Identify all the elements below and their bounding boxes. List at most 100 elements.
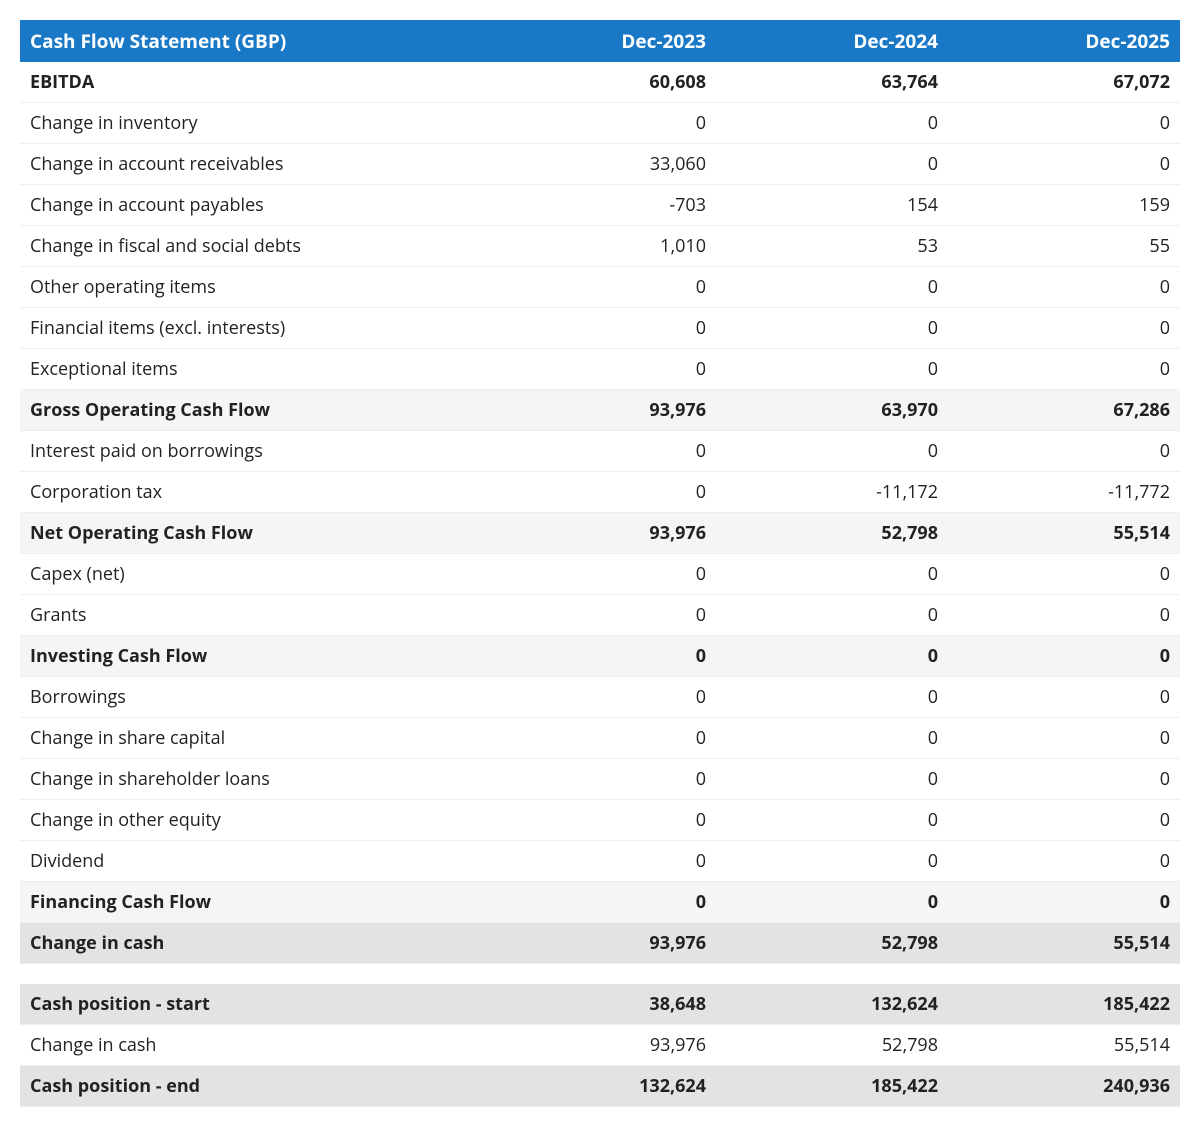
table-row: Borrowings000 [20, 677, 1180, 718]
row-label: Dividend [20, 841, 484, 882]
table-row: Change in account receivables33,06000 [20, 144, 1180, 185]
table-row: Net Operating Cash Flow93,97652,79855,51… [20, 513, 1180, 554]
table-row: Interest paid on borrowings000 [20, 431, 1180, 472]
row-value: -11,772 [948, 472, 1180, 513]
table-body: EBITDA60,60863,76467,072Change in invent… [20, 62, 1180, 1107]
row-value: 93,976 [484, 390, 716, 431]
table-row: Change in shareholder loans000 [20, 759, 1180, 800]
row-label: Change in other equity [20, 800, 484, 841]
table-row: Change in fiscal and social debts1,01053… [20, 226, 1180, 267]
table-row: Corporation tax0-11,172-11,772 [20, 472, 1180, 513]
row-value: 0 [484, 472, 716, 513]
row-label [20, 964, 484, 985]
row-value: 0 [948, 636, 1180, 677]
row-value: 0 [948, 800, 1180, 841]
table-row: Financing Cash Flow000 [20, 882, 1180, 923]
row-value: 0 [716, 554, 948, 595]
row-value: 38,648 [484, 984, 716, 1025]
row-value: 0 [716, 144, 948, 185]
row-value: 0 [716, 759, 948, 800]
table-row: Change in share capital000 [20, 718, 1180, 759]
row-value: 0 [716, 267, 948, 308]
row-label: Change in account payables [20, 185, 484, 226]
row-label: Investing Cash Flow [20, 636, 484, 677]
table-row: Cash position - start38,648132,624185,42… [20, 984, 1180, 1025]
table-row: Financial items (excl. interests)000 [20, 308, 1180, 349]
row-label: Change in cash [20, 923, 484, 964]
row-value: 0 [484, 308, 716, 349]
row-label: EBITDA [20, 62, 484, 103]
row-label: Financing Cash Flow [20, 882, 484, 923]
row-value: 0 [948, 595, 1180, 636]
table-row: EBITDA60,60863,76467,072 [20, 62, 1180, 103]
table-row: Change in inventory000 [20, 103, 1180, 144]
row-value: 0 [484, 800, 716, 841]
table-row: Change in cash93,97652,79855,514 [20, 923, 1180, 964]
row-label: Change in account receivables [20, 144, 484, 185]
col-header-label: Cash Flow Statement (GBP) [20, 20, 484, 62]
col-header-y2: Dec-2024 [716, 20, 948, 62]
row-label: Corporation tax [20, 472, 484, 513]
row-label: Change in shareholder loans [20, 759, 484, 800]
row-label: Net Operating Cash Flow [20, 513, 484, 554]
row-value: 0 [716, 718, 948, 759]
table-row: Cash position - end132,624185,422240,936 [20, 1066, 1180, 1107]
row-value: 0 [948, 554, 1180, 595]
row-value: 240,936 [948, 1066, 1180, 1107]
row-value: 52,798 [716, 1025, 948, 1066]
row-value: 0 [716, 595, 948, 636]
row-value: 0 [948, 308, 1180, 349]
row-value: 63,970 [716, 390, 948, 431]
table-row: Exceptional items000 [20, 349, 1180, 390]
row-value: 93,976 [484, 513, 716, 554]
row-label: Borrowings [20, 677, 484, 718]
row-value: 60,608 [484, 62, 716, 103]
row-value: 0 [716, 431, 948, 472]
row-label: Gross Operating Cash Flow [20, 390, 484, 431]
row-label: Grants [20, 595, 484, 636]
table-row: Capex (net)000 [20, 554, 1180, 595]
row-value: 0 [484, 759, 716, 800]
table-row: Investing Cash Flow000 [20, 636, 1180, 677]
row-label: Change in fiscal and social debts [20, 226, 484, 267]
row-value: 0 [716, 677, 948, 718]
row-value: 0 [484, 431, 716, 472]
row-value: 52,798 [716, 513, 948, 554]
row-value: 55,514 [948, 923, 1180, 964]
row-value: 53 [716, 226, 948, 267]
row-value: 55 [948, 226, 1180, 267]
row-value: 1,010 [484, 226, 716, 267]
row-value: 0 [716, 103, 948, 144]
row-value [484, 964, 716, 985]
table-row: Change in cash93,97652,79855,514 [20, 1025, 1180, 1066]
row-value: 0 [484, 595, 716, 636]
row-value: 0 [948, 677, 1180, 718]
row-value: 0 [948, 718, 1180, 759]
row-value: 185,422 [948, 984, 1180, 1025]
row-label: Change in share capital [20, 718, 484, 759]
row-value: 52,798 [716, 923, 948, 964]
row-value: 63,764 [716, 62, 948, 103]
row-value [716, 964, 948, 985]
row-value: 159 [948, 185, 1180, 226]
row-value: 0 [484, 636, 716, 677]
row-value: 0 [948, 841, 1180, 882]
row-label: Other operating items [20, 267, 484, 308]
row-value: 185,422 [716, 1066, 948, 1107]
row-value [948, 964, 1180, 985]
row-value: 132,624 [484, 1066, 716, 1107]
row-label: Change in cash [20, 1025, 484, 1066]
row-value: 0 [484, 718, 716, 759]
row-value: 0 [484, 267, 716, 308]
row-value: 0 [948, 349, 1180, 390]
table-header-row: Cash Flow Statement (GBP) Dec-2023 Dec-2… [20, 20, 1180, 62]
row-value: -11,172 [716, 472, 948, 513]
row-value: 0 [716, 349, 948, 390]
table-row [20, 964, 1180, 985]
row-value: 0 [484, 841, 716, 882]
row-value: 93,976 [484, 923, 716, 964]
table-row: Other operating items000 [20, 267, 1180, 308]
row-value: -703 [484, 185, 716, 226]
table-row: Grants000 [20, 595, 1180, 636]
row-label: Capex (net) [20, 554, 484, 595]
